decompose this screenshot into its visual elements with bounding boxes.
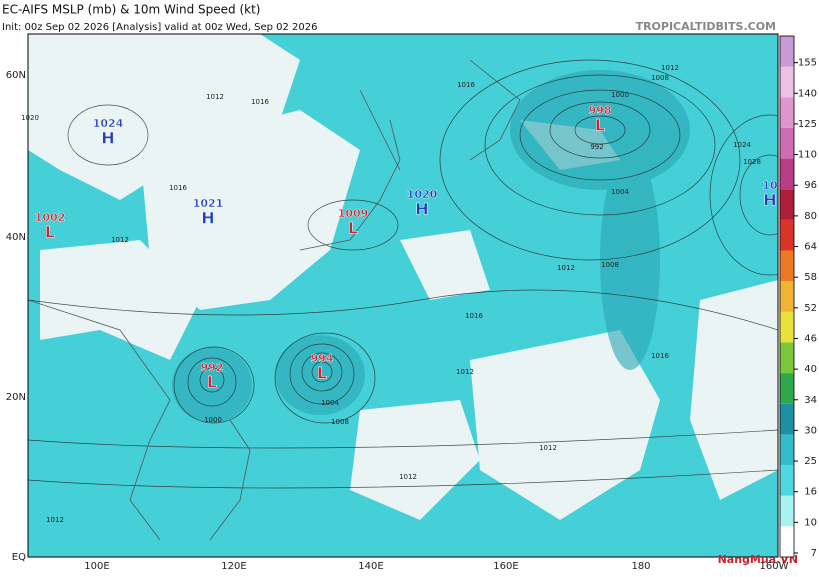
lon-label: 140E — [358, 561, 383, 572]
isobar-label: 1012 — [111, 236, 129, 244]
colorbar-segment — [780, 281, 794, 312]
subtitle: Init: 00z Sep 02 2026 [Analysis] valid a… — [2, 22, 317, 33]
isobar-label: 1004 — [611, 188, 629, 196]
isobar-label: 1012 — [456, 368, 474, 376]
isobar-label: 1012 — [539, 444, 557, 452]
isobar-label: 1028 — [743, 158, 761, 166]
colorbar-segment — [780, 36, 794, 67]
map-frame — [27, 33, 779, 558]
system-value: 994 — [311, 352, 334, 365]
isobar-label: 1012 — [661, 64, 679, 72]
system-letter: L — [348, 219, 358, 238]
system-value: 1021 — [193, 197, 224, 210]
colorbar-tick-label: 80 — [804, 211, 817, 222]
colorbar-tick-label: 58 — [804, 272, 817, 283]
colorbar-segment — [780, 342, 794, 374]
colorbar-tick-label: 52 — [804, 303, 817, 314]
colorbar-segment — [780, 526, 794, 557]
colorbar-segment — [780, 189, 794, 220]
system-letter: L — [207, 373, 217, 392]
colorbar-segment — [780, 434, 794, 466]
isobar-label: 1016 — [251, 98, 269, 106]
colorbar-tick-label: 110 — [798, 150, 817, 161]
colorbar-tick-label: 140 — [798, 88, 817, 99]
isobar-label: 1000 — [204, 416, 222, 424]
isobar-label: 1000 — [611, 91, 629, 99]
colorbar-segment — [780, 158, 794, 190]
isobar-label: 1016 — [169, 184, 187, 192]
isobar-label: 1008 — [601, 261, 619, 269]
colorbar-segment — [780, 97, 794, 128]
colorbar-segment — [780, 250, 794, 282]
lat-label: 20N — [6, 392, 26, 403]
colorbar-tick-label: 40 — [804, 364, 817, 375]
colorbar-tick-label: 7 — [811, 548, 817, 559]
colorbar-segment — [780, 495, 794, 527]
isobar-label: 1016 — [651, 352, 669, 360]
colorbar-tick-label: 155 — [798, 58, 817, 69]
colorbar-tick-label: 10 — [804, 517, 817, 528]
isobar-label: 1012 — [557, 264, 575, 272]
colorbar-segment — [780, 465, 794, 496]
colorbar-segment — [780, 373, 794, 404]
colorbar-tick-label: 125 — [798, 119, 817, 130]
system-letter: H — [201, 209, 214, 228]
lon-label: 160E — [493, 561, 518, 572]
isobar-label: 1008 — [331, 418, 349, 426]
lat-label: 40N — [6, 232, 26, 243]
system-letter: H — [763, 191, 776, 210]
map-field — [28, 34, 778, 557]
site-name: TROPICALTIDBITS.COM — [636, 20, 776, 33]
isobar-label: 1020 — [21, 114, 39, 122]
colorbar-tick-label: 16 — [804, 487, 817, 498]
colorbar-segment — [780, 127, 794, 159]
system-value: 1009 — [338, 207, 369, 220]
lat-label: 60N — [6, 70, 26, 81]
lon-label: 180 — [631, 561, 650, 572]
system-letter: L — [45, 223, 55, 242]
colorbar-frame — [779, 35, 795, 558]
isobar-label: 992 — [590, 143, 603, 151]
lon-label: 160W — [760, 561, 789, 572]
system-value: 1024 — [93, 117, 124, 130]
colorbar-tick-label: 30 — [804, 425, 817, 436]
isobar-label: 1012 — [46, 516, 64, 524]
isobar-label: 1004 — [321, 399, 339, 407]
isobar-label: 1024 — [733, 141, 751, 149]
colorbar-segment — [780, 311, 794, 343]
isobar-label: 1012 — [399, 473, 417, 481]
colorbar-segment — [780, 66, 794, 98]
isobar-label: 1012 — [206, 93, 224, 101]
system-letter: L — [595, 116, 605, 135]
colorbar-tick-label: 34 — [804, 395, 817, 406]
isobar-label: 1016 — [457, 81, 475, 89]
colorbar-tick-label: 96 — [804, 180, 817, 191]
system-value: 1002 — [35, 211, 66, 224]
isobar-label: 1008 — [651, 74, 669, 82]
colorbar-segment — [780, 219, 794, 251]
lon-label: 100E — [84, 561, 109, 572]
system-value: 992 — [201, 361, 224, 374]
system-letter: L — [317, 364, 327, 383]
system-letter: H — [101, 129, 114, 148]
system-value: 998 — [589, 104, 612, 117]
colorbar-tick-label: 46 — [804, 333, 817, 344]
colorbar-segment — [780, 403, 794, 435]
system-letter: H — [415, 200, 428, 219]
lat-label: EQ — [12, 552, 26, 563]
isobar-label: 1016 — [465, 312, 483, 320]
lon-label: 120E — [221, 561, 246, 572]
system-value: 1020 — [407, 188, 438, 201]
system-value: 10 — [762, 179, 778, 192]
watermark: NangMua.VN — [718, 553, 798, 566]
colorbar-tick-label: 25 — [804, 456, 817, 467]
colorbar-tick-label: 64 — [804, 242, 817, 253]
title: EC-AIFS MSLP (mb) & 10m Wind Speed (kt) — [2, 3, 260, 17]
